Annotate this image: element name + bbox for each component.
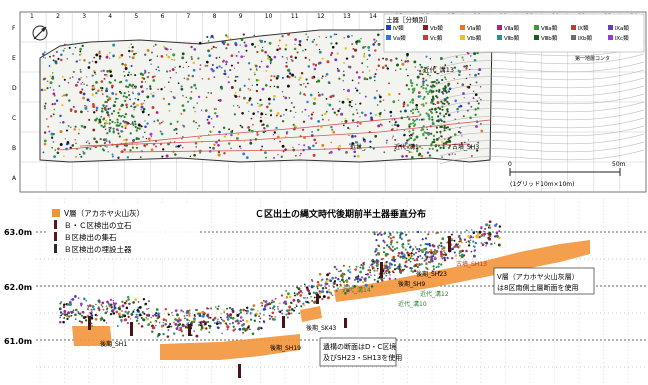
legend-stone-cluster: Ｂ区検出の集石: [64, 232, 117, 242]
section-lines: [59, 115, 491, 153]
legend-item: Ⅶa類: [504, 24, 520, 32]
y-tick-62: 62.0m: [4, 283, 32, 292]
legend-swatch: [534, 25, 539, 30]
legend-swatch: [497, 35, 502, 40]
label-kinsei-ko: 近代_溝1: [394, 143, 419, 151]
section-legend: Ⅴ層（アカホヤ火山灰） Ｂ・Ｃ区検出の立石 Ｂ区検出の集石 Ｂ区検出の埋設土器: [48, 206, 198, 256]
row-label: E: [12, 55, 16, 62]
legend-item: Ⅴa類: [393, 34, 406, 42]
legend-swatch: [423, 25, 428, 30]
column-label: 3: [82, 13, 86, 20]
box-line-1: Ⅴ層（アカホヤ火山灰層）: [497, 272, 579, 281]
column-label: 1: [30, 13, 34, 20]
sherd-points: [58, 220, 502, 338]
akahoya-ash-layer: [72, 240, 590, 360]
column-label: 11: [291, 13, 299, 20]
plan-map: 123456789101112131415161718192021222324 …: [12, 11, 647, 193]
legend-stone-swatch: [54, 220, 57, 229]
legend-standing-stone: Ｂ・Ｃ区検出の立石: [64, 220, 132, 230]
label-kinsei14: 近代_溝14: [342, 286, 371, 294]
legend-layer: Ⅴ層（アカホヤ火山灰）: [64, 208, 144, 218]
scale-end: 50m: [612, 161, 626, 168]
section-title: Ｃ区出土の縄文時代後期前半土器垂直分布: [255, 208, 426, 220]
legend-item: Ⅵb類: [467, 34, 482, 42]
legend-buried-swatch: [54, 244, 57, 253]
label-kinsei-b: 近世_: [350, 143, 366, 151]
legend-swatch: [571, 25, 576, 30]
north-arrow-icon: [32, 25, 48, 41]
label-sh1: 後期_SH1: [100, 340, 127, 348]
standing-stones: [88, 236, 451, 378]
label-kinsei12: 近代_溝12: [420, 290, 449, 298]
note-box-right: Ⅴ層（アカホヤ火山灰層） は8区南側土層断面を使用: [493, 267, 595, 295]
y-tick-61: 61.0m: [4, 337, 32, 346]
column-label: 6: [160, 13, 164, 20]
sherd-type-legend: 土器［分類別］ Ⅳ類 Ⅴb類 Ⅵa類 Ⅶa類 Ⅷa類 Ⅸ類 Ⅸa類 Ⅴa類 Ⅴc類 Ⅵb類 Ⅶb類 Ⅷ…: [383, 13, 645, 53]
legend-swatch: [423, 35, 428, 40]
note-line-2: 及びSH23・SH13を使用: [323, 353, 402, 362]
column-label: 8: [213, 13, 217, 20]
label-sh9: 後期_SH9: [398, 280, 425, 288]
column-label: 14: [369, 13, 377, 20]
legend-item: Ⅸa類: [615, 24, 629, 32]
scale-caption: (1グリッド10m×10m): [510, 180, 575, 188]
column-label: 2: [56, 13, 60, 20]
column-label: 7: [187, 13, 191, 20]
label-sh19: 後期_SH19: [270, 344, 301, 352]
legend-item: Ⅸb類: [578, 34, 593, 42]
row-labels: F E D C B A: [12, 25, 17, 182]
label-kinsei10: 近代_溝10: [398, 300, 427, 308]
legend-item: Ⅵa類: [467, 24, 481, 32]
column-label: 5: [134, 13, 138, 20]
legend-cluster-swatch: [54, 232, 57, 241]
legend-swatch: [534, 35, 539, 40]
note-line-1: 遺構の断面はD・C区境: [323, 342, 396, 351]
scale-bar: 0 50m (1グリッド10m×10m): [508, 161, 626, 188]
note-box-left: 遺構の断面はD・C区境 及びSH23・SH13を使用: [319, 337, 402, 367]
label-sh23: 後期_SH23: [416, 270, 447, 278]
row-label: F: [12, 25, 16, 32]
legend-swatch: [571, 35, 576, 40]
label-sh13: 古墳_SH13: [456, 260, 487, 268]
legend-item: Ⅴb類: [430, 24, 443, 32]
row-label: B: [12, 145, 16, 152]
legend-swatch: [608, 25, 613, 30]
legend-swatch: [460, 35, 465, 40]
row-label: A: [12, 175, 17, 182]
column-label: 12: [317, 13, 325, 20]
legend-title: 土器［分類別］: [386, 15, 432, 24]
legend-item: Ⅶb類: [504, 34, 520, 42]
legend-item: Ⅴc類: [430, 34, 443, 42]
legend-swatch: [497, 25, 502, 30]
legend-swatch: [386, 35, 391, 40]
label-kinsei-13: 近代_溝13: [423, 65, 454, 74]
column-label: 4: [108, 13, 112, 20]
scale-zero: 0: [508, 161, 512, 168]
label-sk43: 後期_SK43: [306, 324, 337, 332]
legend-buried-pot: Ｂ区検出の埋設土器: [64, 244, 132, 254]
column-label: 9: [239, 13, 243, 20]
legend-swatch: [386, 25, 391, 30]
section-profile: Ｃ区出土の縄文時代後期前半土器垂直分布 Ⅴ層（アカホヤ火山灰） Ｂ・Ｃ区検出の立…: [4, 198, 646, 385]
legend-item: Ⅸc類: [615, 34, 629, 42]
legend-item: Ⅷa類: [541, 24, 558, 32]
artifact-points: [40, 32, 484, 159]
legend-item: Ⅸ類: [578, 24, 589, 32]
column-label: 13: [343, 13, 351, 20]
row-label: C: [12, 115, 16, 122]
box-line-2: は8区南側土層断面を使用: [497, 283, 578, 292]
legend-swatch: [460, 25, 465, 30]
label-site-note: 第一地層コンタ: [575, 55, 610, 62]
legend-item: Ⅳ類: [393, 24, 404, 32]
y-tick-63: 63.0m: [4, 228, 32, 237]
legend-item: Ⅷb類: [541, 34, 558, 42]
contour-lines: [439, 45, 645, 165]
legend-swatch: [608, 35, 613, 40]
column-label: 10: [265, 13, 273, 20]
legend-layer-swatch: [52, 209, 60, 217]
label-kodai-sh3: 古墳_SH3: [452, 143, 479, 151]
row-label: D: [12, 85, 17, 92]
